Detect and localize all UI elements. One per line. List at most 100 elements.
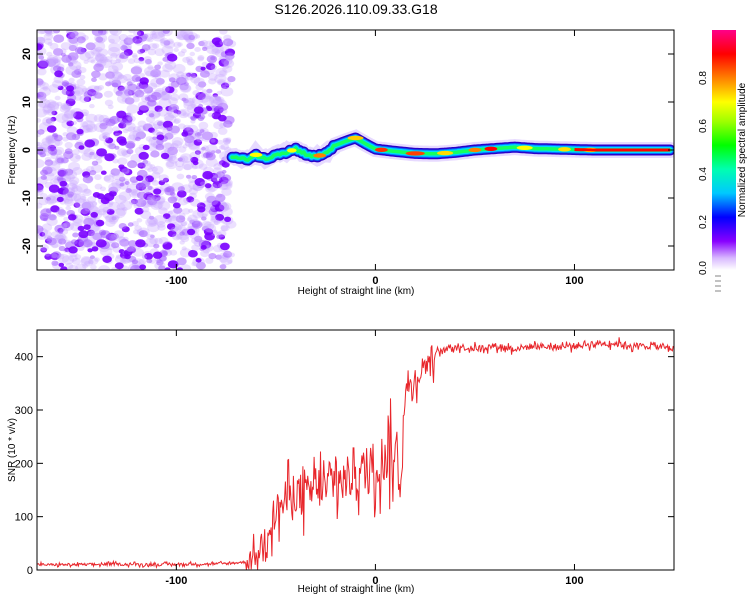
noise-dot <box>66 30 74 35</box>
noise-dot <box>89 255 95 260</box>
noise-dot <box>37 36 46 45</box>
noise-dot <box>144 252 154 260</box>
noise-dot <box>41 137 52 146</box>
noise-dot <box>109 215 119 223</box>
noise-dot <box>92 49 99 55</box>
noise-dot <box>40 175 47 181</box>
noise-dot <box>190 75 201 84</box>
noise-dot <box>48 84 60 93</box>
noise-dot <box>78 145 85 150</box>
noise-dot <box>46 193 60 204</box>
noise-dot <box>97 85 105 90</box>
noise-dot <box>102 135 108 140</box>
noise-dot <box>201 131 214 141</box>
noise-dot <box>155 143 165 151</box>
noise-dot <box>75 38 84 45</box>
noise-dot <box>75 65 82 70</box>
noise-dot <box>37 53 44 58</box>
noise-dot <box>126 148 134 155</box>
noise-dot <box>136 218 143 223</box>
noise-dot <box>205 157 218 167</box>
noise-dot <box>204 244 214 252</box>
noise-dot <box>176 31 188 41</box>
noise-dot <box>124 34 137 44</box>
noise-dot <box>71 133 81 141</box>
noise-dot <box>177 186 185 192</box>
noise-dot <box>98 48 109 57</box>
noise-dot <box>111 71 123 79</box>
noise-dot <box>39 37 45 42</box>
x-tick-label: -100 <box>165 275 187 287</box>
noise-dot <box>119 166 128 173</box>
noise-dot <box>37 144 43 154</box>
noise-dot <box>111 82 119 88</box>
noise-dot <box>90 232 100 240</box>
noise-dot <box>80 121 89 128</box>
noise-dot <box>169 152 178 158</box>
noise-dot <box>170 93 180 101</box>
noise-dot <box>37 43 43 51</box>
noise-dot <box>86 127 92 132</box>
noise-dot <box>176 76 187 86</box>
noise-dot <box>173 47 179 53</box>
ridge-hotspot <box>558 147 571 152</box>
noise-dot <box>66 85 75 92</box>
noise-dot <box>37 108 47 118</box>
noise-dot <box>133 30 142 37</box>
noise-dot <box>167 146 179 156</box>
noise-dot <box>113 230 125 239</box>
noise-dot <box>102 132 111 139</box>
noise-dot <box>118 139 127 146</box>
noise-dot <box>104 215 110 220</box>
noise-dot <box>212 229 218 234</box>
snr-series-line <box>37 337 674 570</box>
noise-dot <box>105 81 112 87</box>
noise-dot <box>194 178 205 186</box>
noise-dot <box>200 39 209 46</box>
noise-dot <box>155 197 165 205</box>
noise-dot <box>161 251 168 256</box>
noise-dot <box>59 104 71 113</box>
noise-dot <box>46 136 54 143</box>
noise-dot <box>197 56 205 62</box>
noise-dot <box>188 208 194 213</box>
noise-dot <box>191 244 200 251</box>
noise-dot <box>83 91 93 99</box>
noise-dot <box>191 175 198 180</box>
noise-dot <box>145 136 154 142</box>
noise-dot <box>98 73 108 81</box>
noise-dot <box>60 223 68 229</box>
noise-dot <box>77 225 85 232</box>
x-tick-label: -100 <box>165 575 187 587</box>
noise-dot <box>181 221 187 227</box>
noise-dot <box>44 159 54 166</box>
noise-dot <box>130 189 138 195</box>
noise-dot <box>105 218 116 227</box>
noise-dot <box>213 221 219 226</box>
noise-dot <box>142 159 149 165</box>
noise-dot <box>55 113 69 124</box>
noise-dot <box>128 30 136 34</box>
noise-dot <box>53 65 62 72</box>
figure-title: S126.2026.110.09.33.G18 <box>274 1 437 17</box>
snr-xlabel: Height of straight line (km) <box>298 584 415 595</box>
noise-dot <box>210 105 219 112</box>
noise-dot <box>132 65 143 74</box>
noise-dot <box>68 254 78 262</box>
noise-dot <box>195 258 202 263</box>
noise-dot <box>76 78 86 86</box>
noise-dot <box>175 160 185 168</box>
noise-dot <box>39 30 48 34</box>
noise-dot <box>108 217 118 225</box>
colorbar-gradient <box>712 30 736 270</box>
noise-dot <box>46 125 57 133</box>
noise-dot <box>39 232 46 237</box>
noise-dot <box>72 86 84 96</box>
noise-dot <box>48 214 57 221</box>
noise-dot <box>119 200 133 211</box>
noise-dot <box>223 59 235 68</box>
noise-dot <box>51 231 59 238</box>
noise-dot <box>198 114 206 120</box>
